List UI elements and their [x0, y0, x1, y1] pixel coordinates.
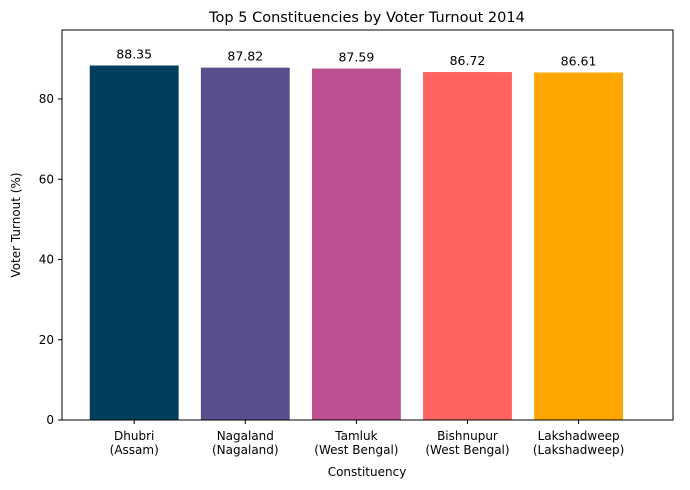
y-tick-label-3: 60	[39, 172, 54, 186]
y-axis-label: Voter Turnout (%)	[9, 172, 23, 277]
y-tick-label-2: 40	[39, 253, 54, 267]
bar-1	[89, 65, 179, 420]
x-tick-label-line: Bishnupur	[437, 429, 498, 443]
bar-4	[423, 72, 512, 421]
x-tick-label-line: (Nagaland)	[212, 443, 279, 457]
x-tick-label-2: Nagaland (Nagaland)	[212, 429, 279, 457]
x-tick-label-line: Dhubri	[114, 429, 154, 443]
x-axis: Dhubri (Assam)Nagaland (Nagaland)Tamluk (We…	[110, 420, 624, 457]
bar-3	[311, 68, 401, 420]
y-tick-label-0: 0	[46, 413, 54, 427]
x-tick-label-line: (Assam)	[110, 443, 159, 457]
data-label-3: 87.59	[338, 50, 374, 65]
x-tick-label-line: (Lakshadweep)	[533, 443, 624, 457]
x-tick-label-3: Tamluk (West Bengal)	[314, 429, 398, 457]
bars-group	[89, 65, 624, 421]
data-label-5: 86.61	[561, 53, 597, 68]
x-tick-label-line: Tamluk	[334, 429, 377, 443]
data-label-2: 87.82	[227, 49, 263, 64]
chart-title: Top 5 Constituencies by Voter Turnout 20…	[208, 10, 525, 26]
bar-2	[200, 67, 290, 420]
x-tick-label-line: Lakshadweep	[538, 429, 620, 443]
bar-5	[534, 72, 624, 421]
x-axis-label: Constituency	[328, 465, 407, 479]
x-tick-label-5: Lakshadweep (Lakshadweep)	[533, 429, 624, 457]
data-label-1: 88.35	[116, 47, 152, 62]
x-tick-label-line: (West Bengal)	[425, 443, 509, 457]
x-tick-label-line: Nagaland	[217, 429, 274, 443]
data-labels-group: 88.35 87.82 87.59 86.72 86.61	[116, 47, 596, 69]
plot-frame	[61, 29, 674, 421]
x-tick-label-1: Dhubri (Assam)	[110, 429, 159, 457]
x-tick-label-line: (West Bengal)	[314, 443, 398, 457]
y-axis: 0 20 40 60 80	[39, 92, 62, 427]
data-label-4: 86.72	[450, 53, 486, 68]
y-tick-label-1: 20	[39, 333, 54, 347]
y-tick-label-4: 80	[39, 92, 54, 106]
x-tick-label-4: Bishnupur (West Bengal)	[425, 429, 509, 457]
